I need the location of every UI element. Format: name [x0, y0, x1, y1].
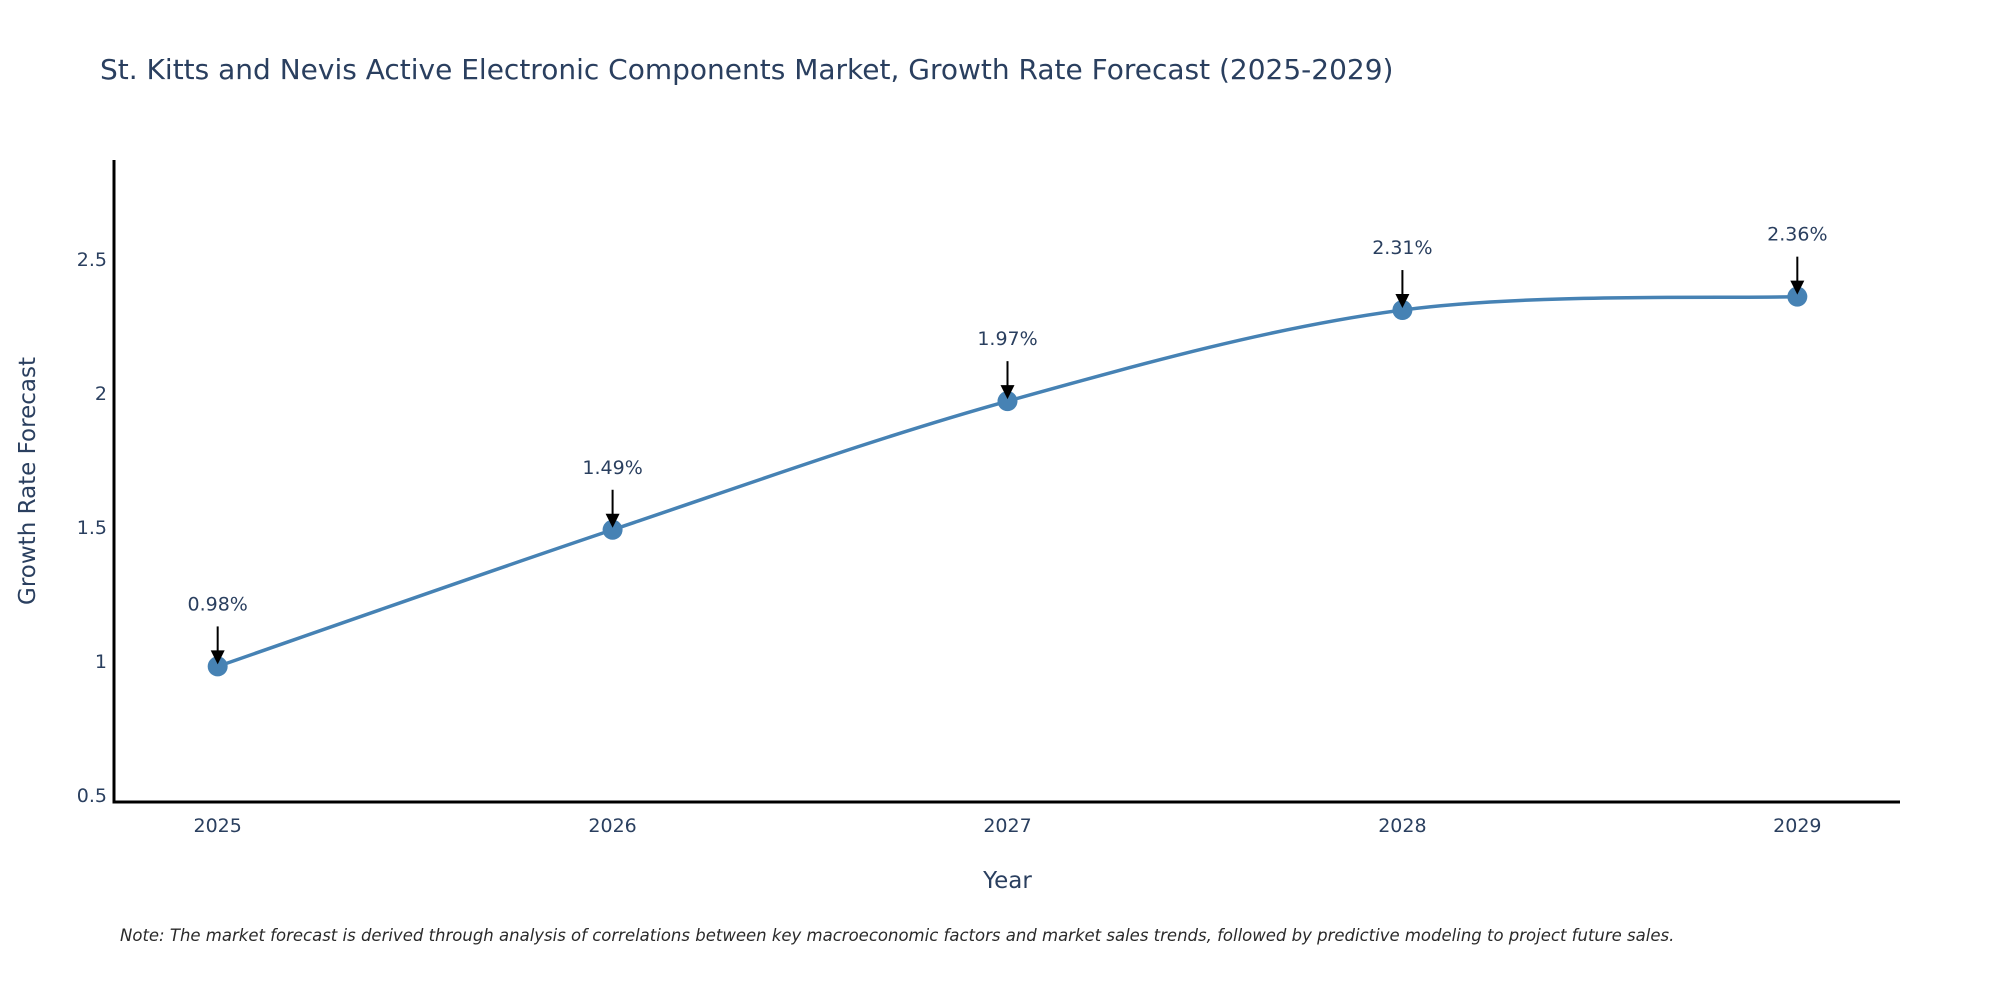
annotation-label: 2.36% [1767, 224, 1827, 246]
x-tick-label: 2029 [1773, 815, 1821, 837]
annotation-arrowhead-icon [605, 513, 620, 528]
annotation-arrowhead-icon [1790, 280, 1805, 295]
y-tick-label: 1.5 [77, 517, 107, 539]
data-point-2028 [1392, 300, 1413, 321]
y-axis-ticks: 0.5 1 1.5 2 2.5 [77, 249, 107, 807]
y-axis-title: Growth Rate Forecast [15, 357, 41, 605]
x-axis-title: Year [982, 868, 1032, 894]
x-tick-label: 2025 [193, 815, 241, 837]
annotation-label: 0.98% [187, 593, 247, 615]
x-tick-label: 2026 [588, 815, 636, 837]
annotation-label: 2.31% [1372, 237, 1432, 259]
data-point-2027 [997, 391, 1018, 412]
y-tick-label: 2.5 [77, 249, 107, 271]
data-point-2029 [1787, 286, 1808, 307]
annotation-arrowhead-icon [210, 650, 225, 665]
annotation-2028: 2.31% [1372, 237, 1433, 309]
annotation-arrowhead-icon [1000, 385, 1015, 400]
annotation-2027: 1.97% [977, 328, 1038, 400]
series-line-growth-rate [217, 294, 1798, 669]
x-tick-label: 2027 [983, 815, 1031, 837]
annotation-label: 1.49% [582, 457, 642, 479]
y-tick-label: 2 [95, 383, 107, 405]
data-point-2026 [602, 519, 623, 540]
series-markers [207, 286, 1808, 677]
annotation-2029: 2.36% [1767, 224, 1828, 295]
annotation-arrowhead-icon [1395, 294, 1410, 309]
annotation-2025: 0.98% [187, 593, 248, 665]
annotation-label: 1.97% [977, 328, 1037, 350]
chart-note: Note: The market forecast is derived thr… [120, 926, 1674, 945]
y-tick-label: 1 [95, 651, 107, 673]
data-point-2025 [207, 656, 228, 677]
y-tick-label: 0.5 [77, 785, 107, 807]
x-axis-ticks: 2025 2026 2027 2028 2029 [193, 815, 1821, 837]
data-annotations: 0.98% 1.49% 1.97% 2.31% 2.36% [187, 224, 1828, 665]
x-tick-label: 2028 [1378, 815, 1426, 837]
chart-title: St. Kitts and Nevis Active Electronic Co… [100, 53, 1393, 86]
annotation-2026: 1.49% [582, 457, 643, 528]
